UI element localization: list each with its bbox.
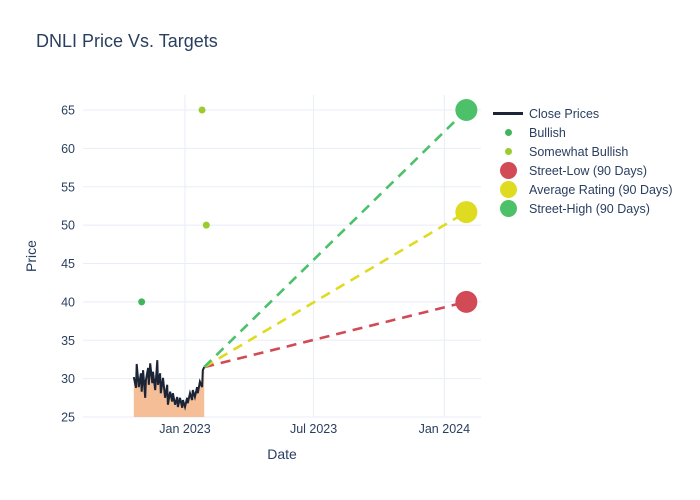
legend: Close Prices Bullish Somewhat Bullish St… <box>491 104 673 218</box>
svg-text:45: 45 <box>61 257 75 271</box>
legend-label: Close Prices <box>529 106 600 121</box>
svg-text:Jul 2023: Jul 2023 <box>290 422 337 436</box>
x-axis-title: Date <box>267 446 297 462</box>
street-low-circle-icon <box>491 162 525 179</box>
legend-label: Average Rating (90 Days) <box>529 182 673 197</box>
close-prices-line-icon <box>491 112 525 115</box>
bullish-dot-icon <box>491 129 525 136</box>
legend-item-close-prices[interactable]: Close Prices <box>491 104 673 123</box>
svg-text:35: 35 <box>61 334 75 348</box>
legend-label: Somewhat Bullish <box>529 144 629 159</box>
svg-text:40: 40 <box>61 295 75 309</box>
svg-text:50: 50 <box>61 219 75 233</box>
legend-label: Bullish <box>529 125 566 140</box>
average-rating-circle-icon <box>491 181 525 198</box>
svg-text:25: 25 <box>61 411 75 425</box>
svg-text:Jan 2024: Jan 2024 <box>419 422 470 436</box>
legend-item-street-low[interactable]: Street-Low (90 Days) <box>491 161 673 180</box>
chart-title: DNLI Price Vs. Targets <box>36 31 218 51</box>
svg-text:60: 60 <box>61 142 75 156</box>
svg-text:55: 55 <box>61 180 75 194</box>
svg-text:30: 30 <box>61 372 75 386</box>
legend-item-street-high[interactable]: Street-High (90 Days) <box>491 199 673 218</box>
legend-label: Street-High (90 Days) <box>529 201 650 216</box>
legend-item-bullish[interactable]: Bullish <box>491 123 673 142</box>
y-axis-title: Price <box>23 240 39 272</box>
legend-item-somewhat-bullish[interactable]: Somewhat Bullish <box>491 142 673 161</box>
legend-label: Street-Low (90 Days) <box>529 163 648 178</box>
svg-text:65: 65 <box>61 104 75 118</box>
svg-text:Jan 2023: Jan 2023 <box>159 422 210 436</box>
legend-item-average-rating[interactable]: Average Rating (90 Days) <box>491 180 673 199</box>
somewhat-bullish-dot-icon <box>491 148 525 155</box>
street-high-circle-icon <box>491 200 525 217</box>
